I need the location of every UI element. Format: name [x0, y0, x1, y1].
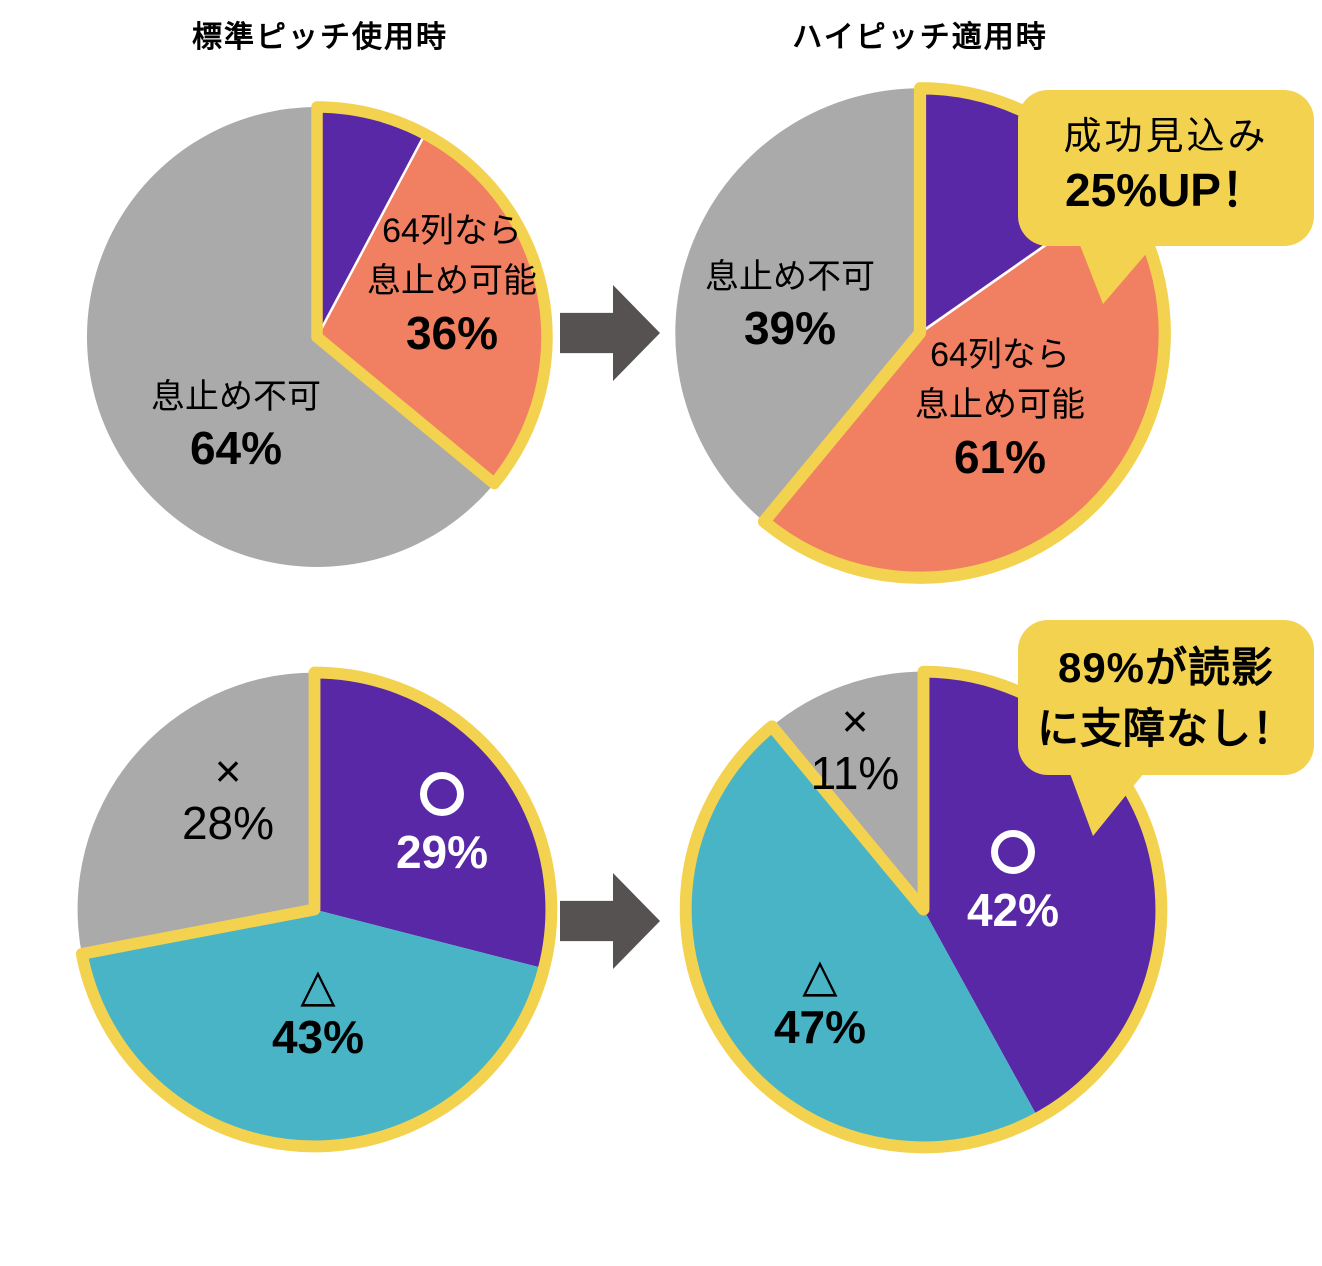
pie-svg-standard-pitch [86, 101, 553, 568]
right-arrow-icon [560, 873, 660, 969]
pie-slice-gray [77, 672, 315, 954]
bubble-text-line: 89%が読影 [1057, 644, 1275, 691]
right-arrow-icon [560, 285, 660, 381]
slice-percent: 11% [810, 746, 900, 799]
slice-percent: 47% [773, 1000, 867, 1053]
slice-label-reading-standard-o: 29% [352, 772, 532, 879]
maru-ring-icon [420, 772, 464, 816]
pie-slice-gray [771, 671, 924, 910]
chart-title-standard-pitch: 標準ピッチ使用時 [192, 21, 448, 54]
slice-label-high-cannot-hold: 息止め不可 39% [675, 252, 905, 355]
slice-percent: 43% [271, 1010, 365, 1063]
slice-percent: 39% [743, 302, 837, 355]
slice-label-standard-can-hold: 64列なら 息止め可能 36% [332, 206, 572, 360]
slice-percent: 61% [953, 430, 1047, 483]
slice-label-reading-high-o: 42% [923, 830, 1103, 937]
slice-label-reading-high-x: × 11% [770, 696, 940, 799]
pie-slice-teal [685, 726, 1039, 1148]
pie-svg-reading-standard [75, 666, 558, 1153]
slice-percent: 29% [395, 825, 489, 878]
highlight-outline [75, 666, 558, 1153]
slice-percent: 42% [966, 883, 1060, 936]
maru-ring-icon [991, 830, 1035, 874]
pie-slice-purple [317, 106, 425, 337]
maru-symbol [923, 830, 1103, 884]
slice-label-standard-cannot-hold: 息止め不可 64% [106, 372, 366, 475]
sankaku-symbol: △ [802, 949, 838, 1001]
pie-slice-gray [86, 107, 495, 568]
slice-percent: 64% [189, 422, 283, 475]
bubble-text-line: 25%UP！ [1065, 164, 1267, 217]
pie-slice-teal [81, 909, 544, 1147]
batsu-symbol: × [214, 745, 242, 797]
slice-label-text: 息止め不可 [705, 258, 875, 296]
speech-bubble-reading: 89%が読影 に支障なし！ [1018, 620, 1314, 775]
pie-slice-salmon [764, 192, 1165, 578]
slice-label-reading-high-triangle: △ 47% [730, 950, 910, 1053]
maru-symbol [352, 772, 532, 826]
bubble-text-line: に支障なし！ [1036, 704, 1295, 752]
slice-label-text: 息止め可能 [367, 262, 537, 301]
pie-chart-reading-standard [57, 652, 572, 1167]
slice-percent: 36% [405, 306, 499, 359]
sankaku-symbol: △ [300, 959, 336, 1011]
slice-label-reading-standard-x: × 28% [143, 746, 313, 849]
slice-label-high-can-hold: 64列なら 息止め可能 61% [878, 330, 1122, 484]
slice-label-text: 息止め可能 [915, 386, 1085, 425]
pie-slice-gray [675, 88, 920, 522]
slice-label-text: 64列なら [382, 212, 522, 250]
pie-chart-standard-pitch [67, 87, 567, 587]
highlight-outline [311, 101, 553, 490]
speech-bubble-success: 成功見込み 25%UP！ [1018, 90, 1314, 246]
batsu-symbol: × [841, 695, 869, 747]
slice-label-text: 64列なら [930, 336, 1070, 374]
pie-slice-purple [314, 672, 552, 969]
chart-title-high-pitch: ハイピッチ適用時 [792, 21, 1048, 54]
pie-slice-salmon [317, 133, 548, 484]
slice-label-text: 息止め不可 [151, 378, 321, 416]
slice-label-reading-standard-triangle: △ 43% [228, 960, 408, 1063]
bubble-text-line: 成功見込み [1063, 116, 1269, 158]
slice-divider [315, 133, 427, 338]
slice-percent: 28% [181, 796, 275, 849]
